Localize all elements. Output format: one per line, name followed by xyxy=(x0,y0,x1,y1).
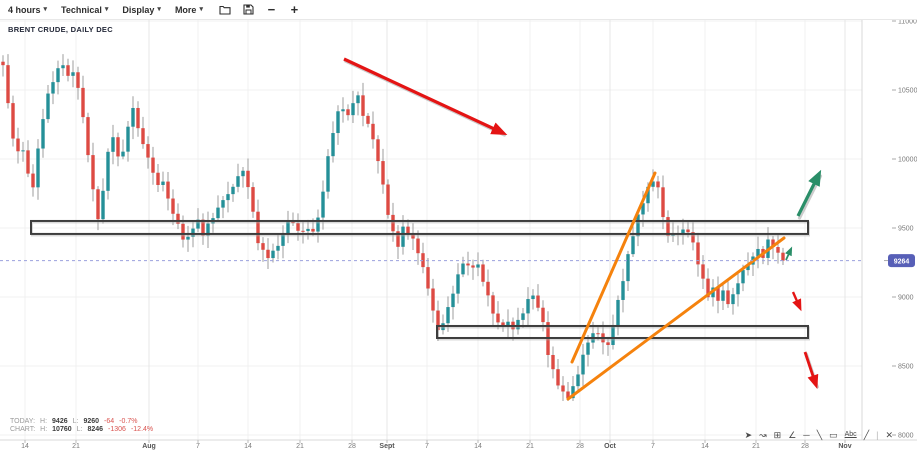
today-low-label: L: xyxy=(72,418,79,425)
svg-text:9264: 9264 xyxy=(894,258,910,265)
today-label: TODAY: xyxy=(10,418,36,425)
svg-text:28: 28 xyxy=(348,443,356,450)
breakdown-arrow[interactable] xyxy=(803,351,819,389)
breakout-up-arrow[interactable] xyxy=(796,169,822,217)
svg-text:28: 28 xyxy=(576,443,584,450)
svg-text:21: 21 xyxy=(72,443,80,450)
chart-low-label: L: xyxy=(76,426,83,433)
today-change-value: -64 xyxy=(104,418,115,425)
indicators-panel-icon[interactable]: ⊞ xyxy=(773,430,782,440)
today-change-pct: -0.7% xyxy=(119,418,138,425)
downtrend-arrow[interactable] xyxy=(343,57,508,136)
chart-high-value: 10760 xyxy=(52,426,72,433)
svg-text:14: 14 xyxy=(701,443,709,450)
trendline-icon[interactable]: ╲ xyxy=(816,430,823,440)
chart-change-value: -1306 xyxy=(108,426,126,433)
svg-text:Oct: Oct xyxy=(604,443,616,450)
interval-label: 4 hours xyxy=(8,4,41,15)
chart-label: CHART: xyxy=(10,426,36,433)
stats-panel: TODAY: H: 9426 L: 9260 -64 -0.7% CHART: … xyxy=(10,418,153,434)
trend-tools-icon[interactable]: ∠ xyxy=(788,430,797,440)
today-low-value: 9260 xyxy=(83,418,100,425)
current-price-tag: 9264 xyxy=(884,254,915,268)
time-axis[interactable]: 14 21 Aug 7 14 21 28 Sept 7 14 21 28 Oct 7 14 21 28 Nov xyxy=(21,440,852,450)
zoom-out-button[interactable]: − xyxy=(267,1,276,17)
small-up-arrow[interactable] xyxy=(785,246,793,261)
svg-text:21: 21 xyxy=(526,443,534,450)
steep-rising-trendline[interactable] xyxy=(570,171,657,364)
interval-dropdown[interactable]: 4 hours ▾ xyxy=(8,5,47,15)
chevron-down-icon: ▾ xyxy=(104,6,109,13)
chevron-down-icon: ▾ xyxy=(157,6,161,13)
svg-text:8500: 8500 xyxy=(898,364,914,371)
chart-low-value: 8246 xyxy=(87,426,104,433)
svg-text:Sept: Sept xyxy=(379,443,395,450)
price-axis[interactable]: 11000 10500 10000 9500 9000 8500 8000 xyxy=(892,20,917,440)
display-label: Display xyxy=(122,4,155,15)
svg-text:14: 14 xyxy=(21,443,29,450)
svg-text:10000: 10000 xyxy=(898,157,917,164)
draw-arrow-icon[interactable]: ↝ xyxy=(759,430,767,440)
svg-text:Aug: Aug xyxy=(142,443,156,450)
more-label: More xyxy=(174,4,197,15)
grid-layer xyxy=(0,20,862,440)
display-dropdown[interactable]: Display ▾ xyxy=(122,5,161,15)
save-chart-icon[interactable] xyxy=(242,3,255,16)
today-stats-row: TODAY: H: 9426 L: 9260 -64 -0.7% xyxy=(10,418,153,426)
drawing-toolbar: ➤ ↝ ⊞ ∠ ─ ╲ ▭ Abc ╱ | ✕ xyxy=(745,430,893,440)
toolbar-icon-group: − + xyxy=(219,3,301,16)
resistance-zone[interactable] xyxy=(30,219,809,235)
svg-text:28: 28 xyxy=(801,443,809,450)
chart-area[interactable]: 11000 10500 10000 9500 9000 8500 8000 14 21 Aug 7 1… xyxy=(0,20,917,451)
svg-text:7: 7 xyxy=(196,443,200,450)
svg-text:9000: 9000 xyxy=(898,295,914,302)
chart-stats-row: CHART: H: 10760 L: 8246 -1306 -12.4% xyxy=(10,426,153,434)
svg-text:Nov: Nov xyxy=(838,443,851,450)
svg-text:14: 14 xyxy=(474,443,482,450)
svg-text:7: 7 xyxy=(425,443,429,450)
more-dropdown[interactable]: More ▾ xyxy=(175,5,203,15)
ray-icon[interactable]: ╱ xyxy=(863,430,870,440)
zoom-in-button[interactable]: + xyxy=(290,1,299,17)
svg-text:21: 21 xyxy=(752,443,760,450)
chevron-down-icon: ▾ xyxy=(199,6,203,13)
svg-text:21: 21 xyxy=(296,443,304,450)
open-chart-icon[interactable] xyxy=(219,3,232,16)
today-high-label: H: xyxy=(40,418,48,425)
chevron-down-icon: ▾ xyxy=(43,6,48,13)
svg-text:10500: 10500 xyxy=(898,88,917,95)
text-tool-icon[interactable]: Abc xyxy=(844,431,857,438)
svg-text:11000: 11000 xyxy=(898,20,917,26)
chart-high-label: H: xyxy=(40,426,48,433)
support-zone[interactable] xyxy=(436,324,809,339)
technical-label: Technical xyxy=(61,4,102,15)
today-high-value: 9426 xyxy=(52,418,68,425)
rising-trendline[interactable] xyxy=(566,236,786,401)
chart-symbol-label: BRENT CRUDE, DAILY DEC xyxy=(8,25,113,34)
svg-text:7: 7 xyxy=(651,443,655,450)
rectangle-icon[interactable]: ▭ xyxy=(829,430,838,440)
technical-dropdown[interactable]: Technical ▾ xyxy=(61,5,108,15)
cursor-icon[interactable]: ➤ xyxy=(744,430,753,440)
separator: | xyxy=(876,430,879,440)
horizontal-line-icon[interactable]: ─ xyxy=(803,430,810,440)
chart-change-pct: -12.4% xyxy=(130,426,154,433)
svg-text:14: 14 xyxy=(244,443,252,450)
top-toolbar: 4 hours ▾ Technical ▾ Display ▾ More ▾ −… xyxy=(0,0,917,20)
pullback-down-arrow[interactable] xyxy=(791,291,802,312)
svg-text:8000: 8000 xyxy=(898,433,914,440)
close-icon[interactable]: ✕ xyxy=(885,430,893,440)
svg-text:9500: 9500 xyxy=(898,226,914,233)
